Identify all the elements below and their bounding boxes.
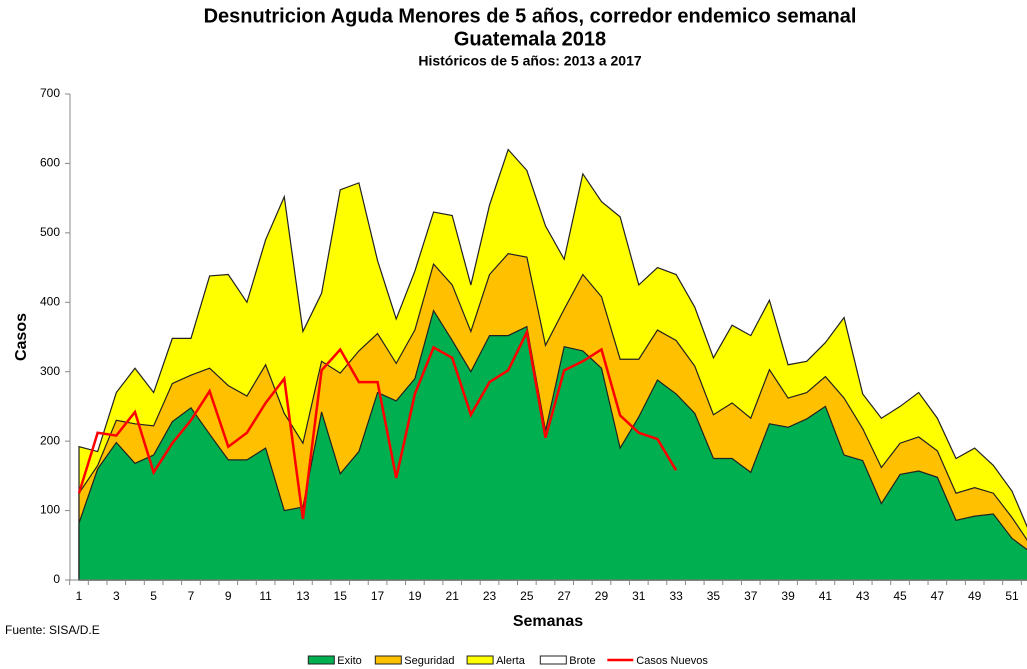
x-tick-label: 23 — [483, 589, 497, 603]
y-tick-label: 500 — [40, 225, 60, 239]
x-tick-label: 13 — [296, 589, 310, 603]
y-tick-label: 100 — [40, 503, 60, 517]
chart-title: Desnutricion Aguda Menores de 5 años, co… — [204, 5, 857, 27]
x-tick-label: 27 — [557, 589, 571, 603]
x-tick-label: 21 — [446, 589, 460, 603]
x-tick-label: 49 — [968, 589, 982, 603]
x-tick-label: 25 — [520, 589, 534, 603]
x-tick-label: 45 — [893, 589, 907, 603]
x-tick-label: 39 — [781, 589, 795, 603]
x-tick-label: 9 — [225, 589, 232, 603]
x-tick-label: 17 — [371, 589, 385, 603]
legend-label: Brote — [569, 655, 595, 667]
x-tick-label: 5 — [150, 589, 157, 603]
x-tick-label: 15 — [334, 589, 348, 603]
x-axis-label: Semanas — [513, 613, 583, 630]
x-tick-label: 41 — [819, 589, 833, 603]
line — [77, 328, 678, 520]
x-tick-label: 11 — [259, 589, 272, 603]
chart-title-2: Guatemala 2018 — [454, 28, 606, 50]
x-tick-label: 47 — [931, 589, 945, 603]
x-tick-label: 51 — [1005, 589, 1019, 603]
legend-swatch — [466, 655, 494, 665]
y-tick-label: 0 — [53, 572, 60, 586]
source: Fuente: SISA/D.E — [5, 623, 100, 637]
x-tick-label: 35 — [707, 589, 721, 603]
x-tick-label: 1 — [76, 589, 83, 603]
legend-swatch — [374, 655, 402, 665]
x-tick-label: 37 — [744, 589, 758, 603]
area — [78, 309, 1027, 581]
x-tick-label: 31 — [632, 589, 646, 603]
x-tick-label: 7 — [188, 589, 195, 603]
legend-label: Alerta — [496, 655, 526, 667]
legend-label: Exito — [337, 655, 361, 667]
legend-swatch — [539, 655, 567, 665]
legend-label: Seguridad — [404, 655, 454, 667]
y-tick-label: 600 — [40, 156, 60, 170]
x-tick-label: 3 — [113, 589, 120, 603]
x-tick-label: 29 — [595, 589, 609, 603]
x-tick-label: 43 — [856, 589, 870, 603]
y-tick-label: 700 — [40, 86, 60, 100]
chart-subtitle: Históricos de 5 años: 2013 a 2017 — [418, 53, 642, 69]
y-tick-label: 300 — [40, 364, 60, 378]
legend-swatch — [307, 655, 335, 665]
y-tick-label: 200 — [40, 433, 60, 447]
y-axis-label: Casos — [13, 313, 30, 361]
y-tick-label: 400 — [40, 294, 60, 308]
x-tick-label: 19 — [408, 589, 422, 603]
x-tick-label: 33 — [669, 589, 683, 603]
legend-label: Casos Nuevos — [636, 655, 708, 667]
